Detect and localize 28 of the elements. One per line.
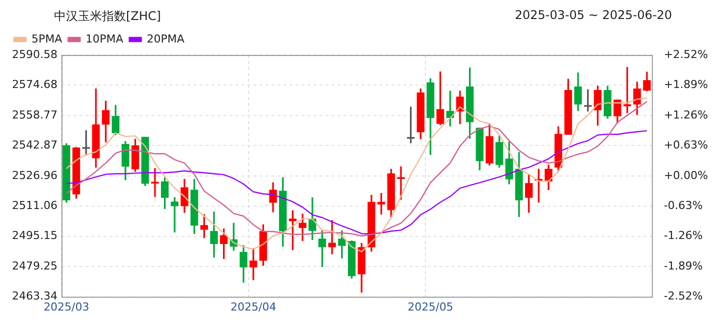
y2-tick-label: +0.00% xyxy=(664,168,708,182)
y-tick-label: 2590.58 xyxy=(12,48,58,61)
x-tick-label: 2025/05 xyxy=(408,300,454,314)
y2-tick-label: -1.26% xyxy=(664,229,703,242)
y2-tick-label: +1.89% xyxy=(664,78,708,92)
candlestick xyxy=(328,220,336,254)
y2-tick-label: -0.63% xyxy=(664,198,703,212)
y-tick-label: 2511.06 xyxy=(12,198,58,212)
chart-subtitle: 2025-03-05 ~ 2025-06-20 xyxy=(514,8,672,24)
legend-label: 20PMA xyxy=(146,32,185,46)
y-tick-label: 2526.96 xyxy=(12,168,58,182)
y2-tick-label: -2.52% xyxy=(664,290,703,303)
x-tick-label: 2025/04 xyxy=(230,300,276,314)
y-tick-label: 2495.15 xyxy=(12,229,58,242)
candlestick xyxy=(397,166,405,200)
y2-tick-label: +1.26% xyxy=(664,108,708,122)
chart-title: 中汉玉米指数[ZHC] xyxy=(54,8,161,24)
y2-tick-label: +2.52% xyxy=(664,48,708,61)
legend-label: 10PMA xyxy=(86,32,124,46)
x-tick-label: 2025/03 xyxy=(44,300,90,314)
y-tick-label: 2479.25 xyxy=(12,259,58,272)
y-tick-label: 2558.77 xyxy=(12,108,58,122)
y-tick-label: 2463.34 xyxy=(12,290,58,303)
legend-label: 5PMA xyxy=(32,32,63,46)
y-tick-label: 2542.87 xyxy=(12,138,58,152)
y2-tick-label: -1.89% xyxy=(664,259,703,272)
y2-tick-label: +0.63% xyxy=(664,138,708,152)
y-tick-label: 2574.68 xyxy=(12,78,58,92)
